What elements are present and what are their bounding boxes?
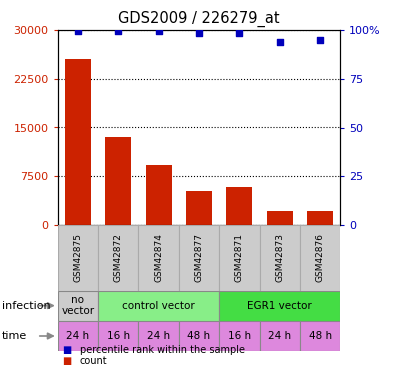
Text: GSM42876: GSM42876 bbox=[316, 233, 325, 282]
Text: 24 h: 24 h bbox=[147, 331, 170, 341]
Bar bbox=[105, 137, 131, 225]
Text: 16 h: 16 h bbox=[107, 331, 130, 341]
Text: count: count bbox=[80, 356, 107, 366]
Text: GSM42877: GSM42877 bbox=[195, 233, 203, 282]
Bar bbox=[300, 225, 340, 291]
Text: 24 h: 24 h bbox=[268, 331, 291, 341]
Text: GSM42873: GSM42873 bbox=[275, 233, 284, 282]
Text: 48 h: 48 h bbox=[187, 331, 211, 341]
Point bbox=[115, 28, 121, 34]
Bar bbox=[219, 321, 259, 351]
Bar bbox=[139, 225, 179, 291]
Bar bbox=[226, 187, 252, 225]
Bar bbox=[98, 321, 139, 351]
Text: control vector: control vector bbox=[122, 301, 195, 310]
Bar bbox=[58, 321, 98, 351]
Bar bbox=[267, 211, 293, 225]
Text: GSM42872: GSM42872 bbox=[114, 233, 123, 282]
Text: EGR1 vector: EGR1 vector bbox=[248, 301, 312, 310]
Text: infection: infection bbox=[2, 301, 51, 310]
Bar bbox=[139, 321, 179, 351]
Bar bbox=[65, 59, 91, 225]
Bar bbox=[58, 291, 98, 321]
Text: GSM42874: GSM42874 bbox=[154, 233, 163, 282]
Bar bbox=[179, 321, 219, 351]
Point bbox=[196, 30, 202, 36]
Text: ■: ■ bbox=[62, 356, 71, 366]
Point bbox=[75, 28, 81, 34]
Bar bbox=[259, 321, 300, 351]
Point bbox=[156, 28, 162, 34]
Point bbox=[277, 39, 283, 45]
Text: 48 h: 48 h bbox=[308, 331, 332, 341]
Text: GDS2009 / 226279_at: GDS2009 / 226279_at bbox=[118, 11, 280, 27]
Bar bbox=[186, 191, 212, 225]
Point bbox=[236, 30, 242, 36]
Bar bbox=[259, 225, 300, 291]
Text: GSM42875: GSM42875 bbox=[73, 233, 82, 282]
Bar bbox=[219, 291, 340, 321]
Bar bbox=[146, 165, 172, 225]
Bar bbox=[98, 291, 219, 321]
Text: 16 h: 16 h bbox=[228, 331, 251, 341]
Bar bbox=[179, 225, 219, 291]
Bar bbox=[98, 225, 139, 291]
Bar bbox=[300, 321, 340, 351]
Text: no
vector: no vector bbox=[61, 295, 94, 316]
Bar bbox=[219, 225, 259, 291]
Bar bbox=[307, 211, 333, 225]
Text: percentile rank within the sample: percentile rank within the sample bbox=[80, 345, 245, 355]
Point bbox=[317, 37, 323, 43]
Text: time: time bbox=[2, 331, 27, 341]
Text: ■: ■ bbox=[62, 345, 71, 355]
Text: GSM42871: GSM42871 bbox=[235, 233, 244, 282]
Bar bbox=[58, 225, 98, 291]
Text: 24 h: 24 h bbox=[66, 331, 90, 341]
